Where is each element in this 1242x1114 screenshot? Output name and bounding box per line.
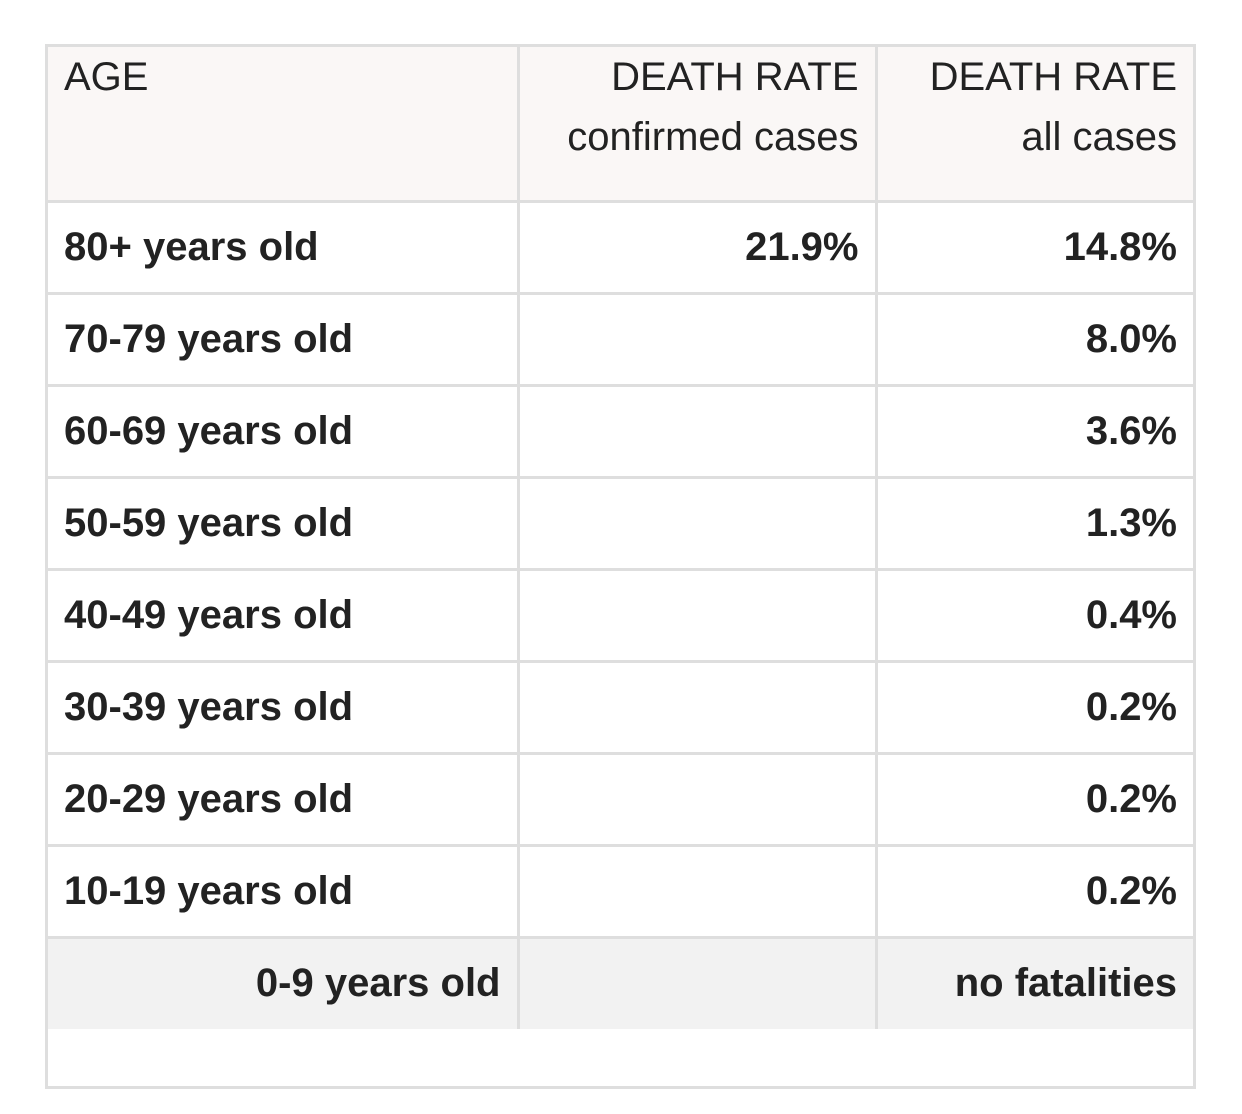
age-cell: 60-69 years old — [48, 383, 520, 479]
age-cell: 0-9 years old — [48, 935, 520, 1029]
all-rate-cell: 3.6% — [874, 383, 1193, 479]
death-rate-table: AGE DEATH RATE confirmed cases DEATH RAT… — [48, 47, 1193, 1029]
age-cell: 30-39 years old — [48, 659, 520, 755]
all-rate-cell: 1.3% — [874, 475, 1193, 571]
all-rate-cell: 0.2% — [874, 659, 1193, 755]
table-row: 0-9 years old no fatalities — [48, 935, 1193, 1029]
table-row: 10-19 years old 0.2% — [48, 843, 1193, 939]
header-all-subtitle: all cases — [1021, 115, 1177, 159]
age-cell: 70-79 years old — [48, 291, 520, 387]
confirmed-rate-cell — [516, 935, 878, 1029]
header-age-title: AGE — [64, 55, 149, 99]
table-row: 20-29 years old 0.2% — [48, 751, 1193, 847]
table-row: 60-69 years old 3.6% — [48, 383, 1193, 479]
table-body: 80+ years old 21.9% 14.8% 70-79 years ol… — [48, 199, 1193, 1029]
confirmed-rate-cell — [516, 291, 878, 387]
all-rate-cell: 0.4% — [874, 567, 1193, 663]
age-cell: 40-49 years old — [48, 567, 520, 663]
header-row: AGE DEATH RATE confirmed cases DEATH RAT… — [48, 47, 1193, 203]
age-cell: 50-59 years old — [48, 475, 520, 571]
table-row: 80+ years old 21.9% 14.8% — [48, 199, 1193, 295]
header-all-title: DEATH RATE — [929, 55, 1177, 99]
table-row: 70-79 years old 8.0% — [48, 291, 1193, 387]
all-rate-cell: 8.0% — [874, 291, 1193, 387]
death-rate-table-frame: AGE DEATH RATE confirmed cases DEATH RAT… — [45, 44, 1196, 1089]
table-row: 30-39 years old 0.2% — [48, 659, 1193, 755]
all-rate-cell: 0.2% — [874, 843, 1193, 939]
confirmed-rate-cell — [516, 659, 878, 755]
table-row: 40-49 years old 0.4% — [48, 567, 1193, 663]
confirmed-rate-cell — [516, 567, 878, 663]
age-cell: 80+ years old — [48, 199, 520, 295]
age-cell: 20-29 years old — [48, 751, 520, 847]
confirmed-rate-cell: 21.9% — [516, 199, 878, 295]
header-age: AGE — [48, 47, 520, 203]
header-confirmed-title: DEATH RATE — [611, 55, 859, 99]
all-rate-cell: 14.8% — [874, 199, 1193, 295]
all-rate-cell: 0.2% — [874, 751, 1193, 847]
all-rate-cell: no fatalities — [874, 935, 1193, 1029]
header-confirmed-subtitle: confirmed cases — [567, 115, 859, 159]
confirmed-rate-cell — [516, 383, 878, 479]
confirmed-rate-cell — [516, 843, 878, 939]
table-header: AGE DEATH RATE confirmed cases DEATH RAT… — [48, 47, 1193, 203]
age-cell: 10-19 years old — [48, 843, 520, 939]
header-death-rate-confirmed: DEATH RATE confirmed cases — [516, 47, 878, 203]
header-death-rate-all: DEATH RATE all cases — [874, 47, 1193, 203]
confirmed-rate-cell — [516, 751, 878, 847]
table-row: 50-59 years old 1.3% — [48, 475, 1193, 571]
confirmed-rate-cell — [516, 475, 878, 571]
